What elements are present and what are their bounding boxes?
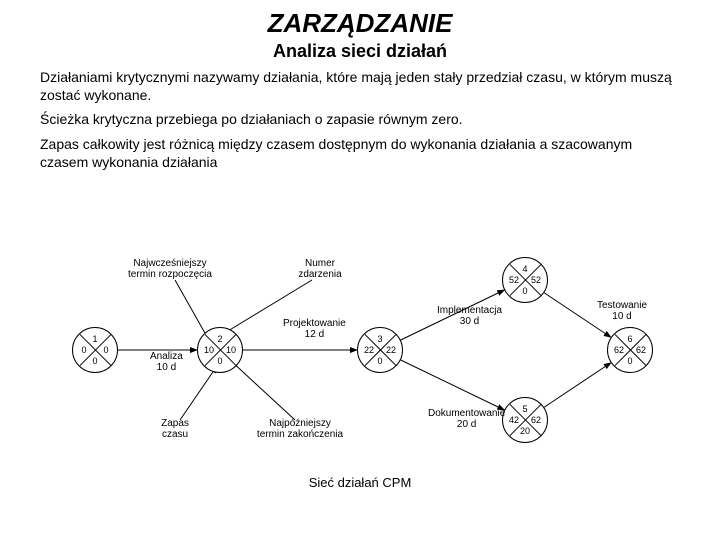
- edge-n5-n6: [544, 363, 611, 407]
- edge-n3-n5: [401, 360, 505, 410]
- page-subtitle: Analiza sieci działań: [0, 39, 720, 62]
- paragraph-2: Ścieżka krytyczna przebiega po działania…: [0, 104, 720, 128]
- event-node-n4: 452520: [502, 257, 548, 303]
- edge-label-n1-n2: Analiza10 d: [150, 351, 183, 373]
- legend-eventno: Numerzdarzenia: [290, 258, 350, 280]
- edge-label-n3-n4: Implementacja30 d: [437, 305, 502, 327]
- edge-label-n3-n5: Dokumentowanie20 d: [428, 408, 505, 430]
- event-node-n3: 322220: [357, 327, 403, 373]
- edge-label-n2-n3: Projektowanie12 d: [283, 318, 346, 340]
- edge-layer: [0, 250, 720, 510]
- diagram-caption: Sieć działań CPM: [0, 475, 720, 490]
- cpm-diagram: 1000 210100 322220 452520 5426220 662620 Anal…: [0, 250, 720, 510]
- paragraph-1: Działaniami krytycznymi nazywamy działan…: [0, 62, 720, 104]
- legend-latest: Najpóźniejszytermin zakończenia: [255, 418, 345, 440]
- page-title: ZARZĄDZANIE: [0, 0, 720, 39]
- legend-earliest: Najwcześniejszytermin rozpoczęcia: [120, 258, 220, 280]
- event-node-n1: 1000: [72, 327, 118, 373]
- event-node-n6: 662620: [607, 327, 653, 373]
- paragraph-3: Zapas całkowity jest różnicą między czas…: [0, 129, 720, 171]
- edge-label-n4-n6: Testowanie10 d: [597, 300, 647, 322]
- event-node-n5: 5426220: [502, 397, 548, 443]
- event-node-n2: 210100: [197, 327, 243, 373]
- legend-slack: Zapasczasu: [150, 418, 200, 440]
